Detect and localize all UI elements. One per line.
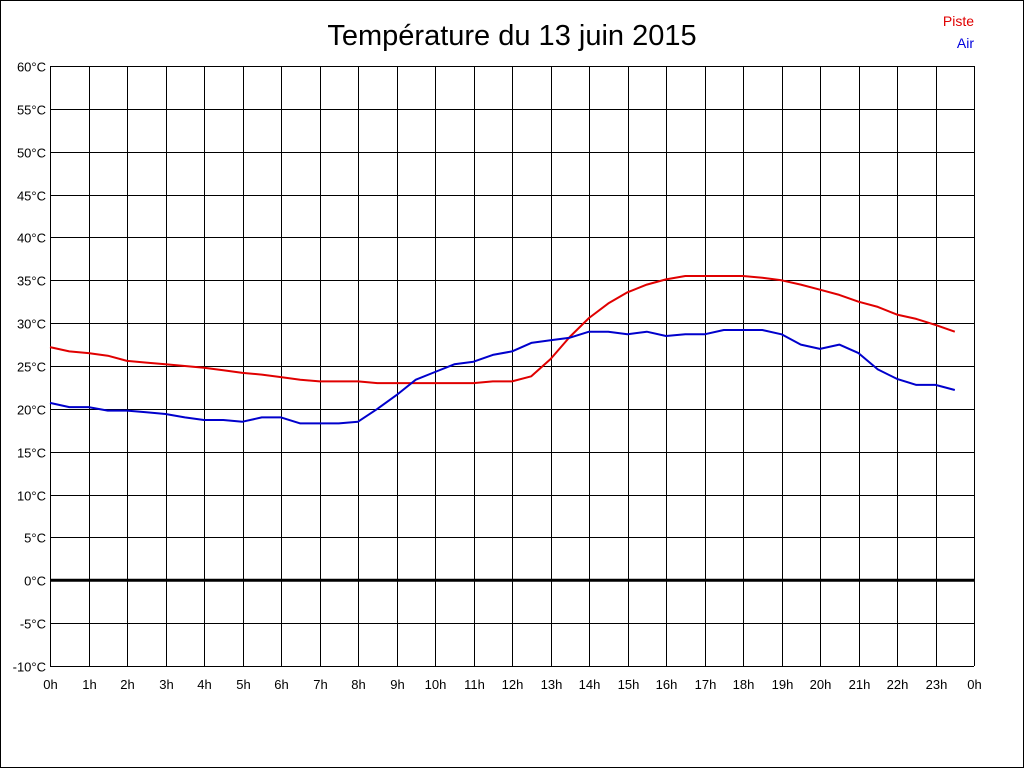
- x-tick-label: 19h: [772, 677, 794, 692]
- x-tick-label: 10h: [425, 677, 447, 692]
- x-tick-label: 5h: [236, 677, 250, 692]
- y-tick-label: 20°C: [17, 403, 46, 418]
- x-tick-label: 11h: [464, 677, 485, 692]
- x-tick-label: 0h: [967, 677, 981, 692]
- chart-title: Température du 13 juin 2015: [327, 20, 697, 52]
- x-tick-label: 3h: [159, 677, 173, 692]
- x-tick-label: 22h: [887, 677, 909, 692]
- y-tick-label: -10°C: [13, 660, 46, 675]
- x-tick-label: 1h: [82, 677, 96, 692]
- x-tick-label: 7h: [313, 677, 327, 692]
- y-tick-label: 45°C: [17, 189, 46, 204]
- x-tick-label: 12h: [502, 677, 524, 692]
- x-tick-label: 6h: [274, 677, 288, 692]
- x-tick-label: 8h: [351, 677, 365, 692]
- x-tick-label: 14h: [579, 677, 601, 692]
- x-tick-label: 13h: [541, 677, 563, 692]
- x-tick-label: 16h: [656, 677, 678, 692]
- x-tick-label: 21h: [849, 677, 871, 692]
- x-tick-label: 4h: [197, 677, 211, 692]
- y-tick-label: -5°C: [20, 617, 46, 632]
- y-tick-label: 0°C: [24, 574, 46, 589]
- y-tick-label: 10°C: [17, 489, 46, 504]
- x-tick-label: 23h: [926, 677, 948, 692]
- x-tick-label: 9h: [390, 677, 404, 692]
- series-lines: [49, 275, 956, 425]
- y-tick-label: 50°C: [17, 146, 46, 161]
- y-tick-label: 5°C: [24, 531, 46, 546]
- y-tick-label: 30°C: [17, 317, 46, 332]
- y-tick-label: 35°C: [17, 274, 46, 289]
- y-axis-tick-labels: 60°C 55°C 50°C 45°C 40°C 35°C 30°C 25°C 20°C 15°C…: [13, 60, 46, 675]
- y-tick-label: 25°C: [17, 360, 46, 375]
- y-tick-label: 60°C: [17, 60, 46, 75]
- y-tick-label: 15°C: [17, 446, 46, 461]
- legend-air: Air: [956, 35, 974, 51]
- x-tick-label: 0h: [43, 677, 57, 692]
- x-tick-label: 2h: [120, 677, 134, 692]
- series-line-air: [49, 329, 956, 425]
- x-axis-tick-labels: 0h 1h 2h 3h 4h 5h 6h 7h 8h 9h 10h 11h 12h 13h 14h 15h 16…: [43, 677, 981, 692]
- x-tick-label: 18h: [733, 677, 755, 692]
- y-tick-label: 55°C: [17, 103, 46, 118]
- x-tick-label: 17h: [695, 677, 717, 692]
- grid-lines: [50, 66, 975, 667]
- series-line-piste: [49, 275, 956, 385]
- x-tick-label: 20h: [810, 677, 832, 692]
- x-tick-label: 15h: [618, 677, 640, 692]
- y-tick-label: 40°C: [17, 231, 46, 246]
- legend-piste: Piste: [942, 13, 974, 29]
